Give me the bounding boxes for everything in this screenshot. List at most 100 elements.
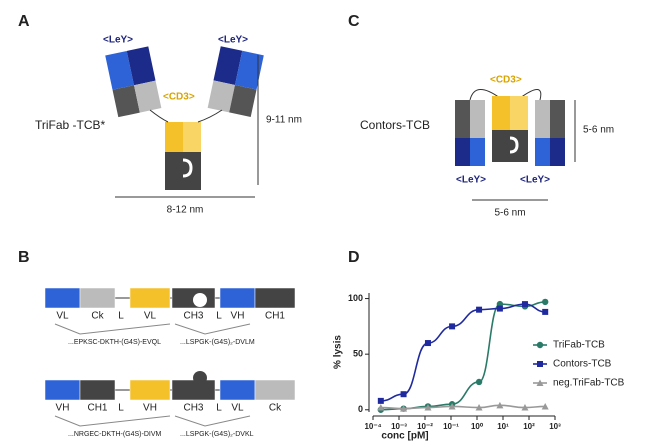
- y-axis-label: % lysis: [333, 335, 344, 369]
- data-point: [542, 298, 549, 306]
- domain: [165, 122, 183, 152]
- domain-label: CH1: [265, 311, 285, 322]
- fit-line: [380, 404, 546, 410]
- domain-label: CH1: [87, 403, 107, 414]
- domain: [510, 96, 528, 130]
- domain: [44, 379, 81, 401]
- x-tick-label: 10¹: [497, 422, 509, 431]
- domain-label: VH: [143, 403, 157, 414]
- x-tick-label: 10⁻⁴: [364, 422, 381, 431]
- legend-marker: [536, 341, 544, 349]
- domain: [254, 379, 296, 401]
- target-label: <LeY>: [218, 35, 248, 46]
- domain: [470, 100, 485, 138]
- bracket: [174, 323, 251, 335]
- molecule-name: Contors-TCB: [360, 118, 430, 132]
- target-label: <LeY>: [456, 175, 486, 186]
- data-point: [521, 301, 528, 308]
- molecule-name: TriFab -TCB*: [35, 118, 106, 132]
- linker: [469, 89, 542, 101]
- bracket: [54, 323, 171, 335]
- domain-label: VH: [56, 403, 70, 414]
- knob: [509, 136, 519, 154]
- x-tick-label: 10⁻²: [417, 422, 433, 431]
- dimension-label: 5-6 nm: [583, 125, 614, 136]
- data-point: [424, 404, 432, 411]
- data-point: [400, 405, 408, 412]
- data-point: [448, 402, 456, 410]
- data-point: [475, 404, 483, 411]
- y-tick-label: 100: [348, 293, 363, 303]
- y-tick-label: 50: [353, 349, 363, 359]
- hole: [193, 293, 207, 307]
- linker-sequence: ...LSPGK-(G4S)₂-DVKL: [180, 431, 254, 438]
- dimension-label: 9-11 nm: [266, 115, 302, 126]
- data-point: [542, 308, 549, 315]
- bracket: [54, 415, 171, 427]
- domain: [535, 138, 550, 166]
- legend-label: TriFab-TCB: [553, 340, 605, 351]
- x-tick-label: 10⁰: [471, 422, 484, 431]
- linker-sequence: ...EPKSC-DKTH-(G4S)-EVQL: [68, 339, 161, 346]
- domain-label: VL: [144, 311, 157, 322]
- domain: [219, 287, 256, 309]
- legend-label: neg.TriFab-TCB: [553, 378, 625, 389]
- data-point: [496, 305, 503, 312]
- data-point: [541, 402, 549, 410]
- knob: [182, 158, 193, 178]
- hinge: [149, 109, 223, 123]
- data-point: [521, 404, 529, 411]
- domain-label: VL: [56, 311, 69, 322]
- fab-arm: [105, 46, 162, 118]
- domain: [129, 379, 171, 401]
- panel-label: A: [18, 13, 30, 30]
- domain-label: L: [118, 311, 124, 322]
- domain-label: L: [118, 403, 124, 414]
- data-point: [400, 391, 407, 398]
- domain-label: VH: [231, 311, 245, 322]
- legend-label: Contors-TCB: [553, 359, 612, 370]
- domain: [492, 130, 528, 162]
- x-tick-label: 10²: [523, 422, 535, 431]
- domain-label: Ck: [269, 403, 282, 414]
- domain: [171, 379, 216, 401]
- domain: [79, 379, 116, 401]
- domain: [129, 287, 171, 309]
- knob: [193, 371, 207, 385]
- linker-sequence: ...NRGEC-DKTH-(G4S)-DIVM: [68, 431, 162, 438]
- data-point: [475, 378, 483, 386]
- x-tick-label: 10⁻³: [391, 422, 407, 431]
- x-tick-label: 10³: [549, 422, 561, 431]
- domain: [492, 96, 510, 130]
- domain: [470, 138, 485, 166]
- domain: [165, 152, 201, 190]
- dimension-label: 8-12 nm: [167, 205, 204, 216]
- data-point: [424, 340, 431, 347]
- cd3-label: <CD3>: [490, 75, 522, 86]
- domain-label: CH3: [183, 311, 203, 322]
- legend-marker: [536, 379, 544, 386]
- linker-sequence: ...LSPGK-(G4S)₂-DVLM: [180, 339, 255, 346]
- data-point: [377, 404, 385, 411]
- y-tick-label: 0: [358, 404, 363, 414]
- target-label: <LeY>: [520, 175, 550, 186]
- fab-arm: [207, 46, 264, 117]
- domain: [183, 122, 201, 152]
- panel-label: C: [348, 13, 360, 30]
- domain: [535, 100, 550, 138]
- data-point: [377, 397, 384, 404]
- domain: [79, 287, 116, 309]
- bracket: [174, 415, 251, 427]
- x-tick-label: 10⁻¹: [443, 422, 459, 431]
- x-axis-label: conc [pM]: [381, 431, 428, 442]
- domain: [254, 287, 296, 309]
- cd3-label: <CD3>: [163, 92, 195, 103]
- domain-label: L: [216, 403, 222, 414]
- domain: [550, 138, 565, 166]
- domain: [550, 100, 565, 138]
- dimension-label: 5-6 nm: [494, 208, 525, 219]
- domain-label: CH3: [183, 403, 203, 414]
- data-point: [449, 323, 456, 330]
- panel-label: D: [348, 249, 360, 266]
